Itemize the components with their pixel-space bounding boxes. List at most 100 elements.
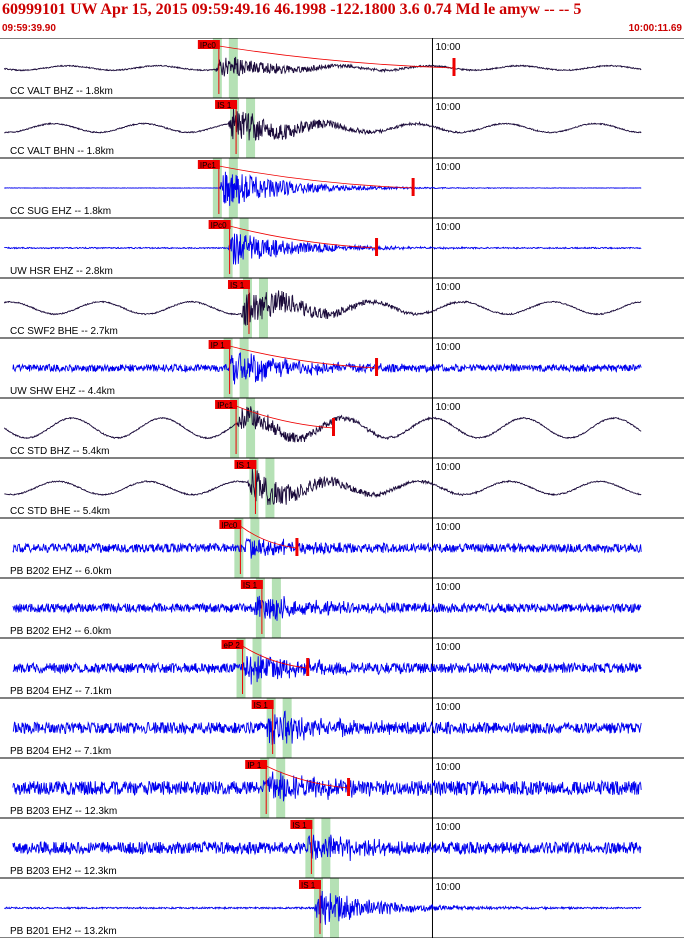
coda-marker[interactable]: [332, 418, 336, 436]
trace-row[interactable]: 10:00 IPc1 CC SUG EHZ -- 1.8km: [0, 157, 684, 218]
minute-tick-label: 10:00: [435, 282, 460, 293]
pick-window: [260, 758, 270, 818]
pick-marker[interactable]: [215, 100, 238, 109]
trace-row[interactable]: 10:00 IP 1 PB B203 EHZ -- 12.3km: [0, 757, 684, 818]
pick-label: IP 1: [247, 761, 262, 770]
waveform: [12, 771, 642, 802]
trace-label: CC VALT BHZ -- 1.8km: [10, 86, 113, 97]
trace-label: PB B203 EH2 -- 12.3km: [10, 866, 117, 877]
pick-marker[interactable]: [240, 580, 263, 589]
coda-curve: [266, 765, 349, 789]
trace-row[interactable]: 10:00 IS 1 PB B204 EH2 -- 7.1km: [0, 697, 684, 758]
coda-marker[interactable]: [306, 658, 310, 676]
pick-window: [246, 398, 256, 458]
waveform: [12, 352, 642, 385]
trace-row[interactable]: 10:00 IP 1 UW SHW EHZ -- 4.4km: [0, 337, 684, 398]
pick-window: [265, 458, 275, 518]
minute-tick-label: 10:00: [435, 582, 460, 593]
minute-tick-label: 10:00: [435, 882, 460, 893]
coda-marker[interactable]: [347, 778, 351, 796]
time-end-label: 10:00:11.69: [628, 23, 682, 34]
trace-row[interactable]: 10:00 IPc0 UW HSR EHZ -- 2.8km: [0, 217, 684, 278]
coda-curve: [235, 405, 334, 429]
trace-row[interactable]: 10:00 IPc1 CC STD BHZ -- 5.4km: [0, 397, 684, 458]
coda-curve: [229, 225, 377, 249]
waveform: [12, 834, 642, 862]
trace-row[interactable]: 10:00 IS 1 PB B201 EH2 -- 13.2km: [0, 877, 684, 938]
pick-marker[interactable]: [251, 700, 274, 709]
pick-label: IPc1: [200, 161, 217, 170]
pick-marker[interactable]: [290, 820, 313, 829]
minute-tick-label: 10:00: [435, 702, 460, 713]
waveform: [4, 171, 642, 206]
pick-window: [212, 38, 222, 98]
trace-label: PB B204 EHZ -- 7.1km: [10, 686, 112, 697]
trace-row[interactable]: 10:00 IS 1 CC STD BHE -- 5.4km: [0, 457, 684, 518]
trace-label: PB B202 EHZ -- 6.0km: [10, 566, 112, 577]
coda-curve: [218, 165, 414, 189]
coda-marker[interactable]: [375, 358, 379, 376]
pick-marker[interactable]: [197, 40, 220, 49]
trace-label: PB B203 EHZ -- 12.3km: [10, 806, 117, 817]
pick-label: IS 1: [230, 281, 245, 290]
pick-marker[interactable]: [219, 520, 242, 529]
trace-row[interactable]: 10:00 IS 1 CC VALT BHN -- 1.8km: [0, 97, 684, 158]
trace-row[interactable]: 10:00 IS 1 PB B203 EH2 -- 12.3km: [0, 817, 684, 878]
minute-tick-label: 10:00: [435, 162, 460, 173]
trace-label: UW SHW EHZ -- 4.4km: [10, 386, 115, 397]
coda-curve: [242, 645, 308, 669]
pick-marker[interactable]: [208, 340, 231, 349]
pick-window: [223, 218, 233, 278]
pick-marker[interactable]: [208, 220, 231, 229]
pick-marker[interactable]: [221, 640, 244, 649]
minute-tick-label: 10:00: [435, 222, 460, 233]
waveform: [3, 290, 642, 326]
minute-tick-label: 10:00: [435, 522, 460, 533]
waveform: [4, 468, 642, 505]
pick-marker[interactable]: [227, 280, 250, 289]
coda-marker[interactable]: [411, 178, 415, 196]
coda-marker[interactable]: [452, 58, 456, 76]
coda-curve: [229, 345, 377, 369]
coda-marker[interactable]: [295, 538, 299, 556]
pick-marker[interactable]: [234, 460, 257, 469]
waveform: [3, 406, 642, 443]
trace-label: PB B202 EH2 -- 6.0km: [10, 626, 111, 637]
trace-row[interactable]: 10:00 IS 1 CC SWF2 BHE -- 2.7km: [0, 277, 684, 338]
pick-label: IS 1: [217, 101, 232, 110]
trace-label: CC VALT BHN -- 1.8km: [10, 146, 114, 157]
minute-tick-label: 10:00: [435, 462, 460, 473]
trace-row[interactable]: 10:00 IS 1 PB B202 EH2 -- 6.0km: [0, 577, 684, 638]
pick-label: IP 1: [211, 341, 226, 350]
minute-tick-label: 10:00: [435, 822, 460, 833]
pick-label: eP 2: [224, 641, 241, 650]
pick-marker[interactable]: [245, 760, 268, 769]
pick-label: IS 1: [243, 581, 258, 590]
trace-row[interactable]: 10:00 IPc0 PB B202 EHZ -- 6.0km: [0, 517, 684, 578]
pick-window: [230, 398, 240, 458]
waveform: [4, 108, 642, 141]
pick-window: [321, 818, 331, 878]
waveform: [12, 710, 642, 745]
waveform: [12, 654, 642, 685]
pick-marker[interactable]: [298, 880, 321, 889]
coda-curve: [240, 525, 297, 549]
trace-label: CC STD BHZ -- 5.4km: [10, 446, 109, 457]
coda-curve: [218, 45, 455, 69]
event-title: 60999101 UW Apr 15, 2015 09:59:49.16 46.…: [2, 1, 582, 18]
minute-tick-label: 10:00: [435, 342, 460, 353]
minute-tick-label: 10:00: [435, 402, 460, 413]
pick-label: IPc0: [211, 221, 228, 230]
trace-label: CC SUG EHZ -- 1.8km: [10, 206, 111, 217]
trace-row[interactable]: 10:00 IPc0 CC VALT BHZ -- 1.8km: [0, 38, 684, 98]
trace-label: PB B201 EH2 -- 13.2km: [10, 926, 117, 937]
pick-marker[interactable]: [215, 400, 238, 409]
trace-row[interactable]: 10:00 eP 2 PB B204 EHZ -- 7.1km: [0, 637, 684, 698]
coda-marker[interactable]: [375, 238, 379, 256]
seismogram-plot[interactable]: 10:00 IPc0 CC VALT BHZ -- 1.8km 10:00 IS 1 CC…: [0, 38, 684, 938]
pick-label: IS 1: [254, 701, 269, 710]
minute-tick-label: 10:00: [435, 102, 460, 113]
pick-marker[interactable]: [197, 160, 220, 169]
pick-label: IPc0: [221, 521, 238, 530]
trace-label: CC STD BHE -- 5.4km: [10, 506, 110, 517]
